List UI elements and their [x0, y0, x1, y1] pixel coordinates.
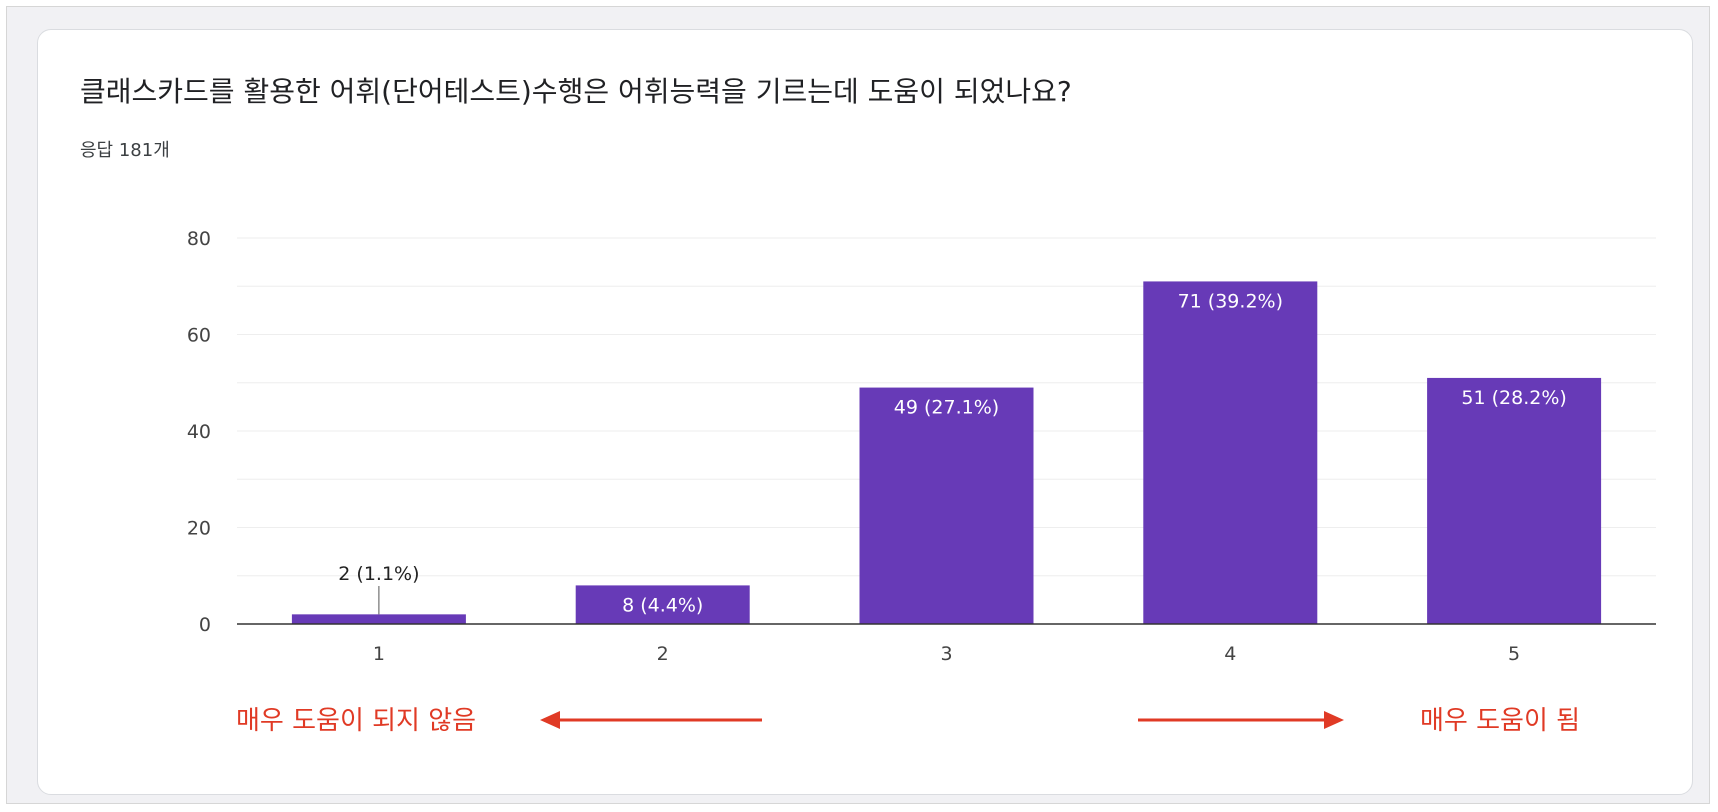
data-label: 71 (39.2%)	[1178, 290, 1283, 312]
screenshot-frame	[6, 6, 1710, 804]
bar	[575, 585, 750, 624]
bar	[1143, 281, 1318, 624]
bar	[859, 387, 1034, 624]
data-label: 49 (27.1%)	[894, 397, 999, 419]
x-tick-label: 4	[1224, 643, 1236, 665]
bar	[1427, 377, 1602, 624]
response-count: 응답 181개	[80, 140, 170, 161]
y-tick-label: 80	[187, 228, 211, 250]
data-label: 51 (28.2%)	[1461, 387, 1566, 409]
x-tick-label: 5	[1508, 643, 1520, 665]
bar	[291, 614, 466, 624]
x-tick-label: 1	[373, 643, 385, 665]
y-tick-label: 40	[187, 421, 211, 443]
data-label: 8 (4.4%)	[622, 594, 703, 616]
x-tick-label: 2	[657, 643, 669, 665]
scale-low-label: 매우 도움이 되지 않음	[236, 706, 477, 736]
data-label: 2 (1.1%)	[338, 563, 419, 585]
right-arrow-head-icon	[1324, 711, 1344, 729]
x-tick-label: 3	[940, 643, 952, 665]
y-tick-label: 0	[199, 614, 211, 636]
y-tick-label: 20	[187, 518, 211, 540]
scale-high-label: 매우 도움이 됨	[1420, 706, 1581, 736]
left-arrow-head-icon	[540, 711, 560, 729]
question-title: 클래스카드를 활용한 어휘(단어테스트)수행은 어휘능력을 기르는데 도움이 되…	[80, 75, 1072, 108]
y-tick-label: 60	[187, 325, 211, 347]
